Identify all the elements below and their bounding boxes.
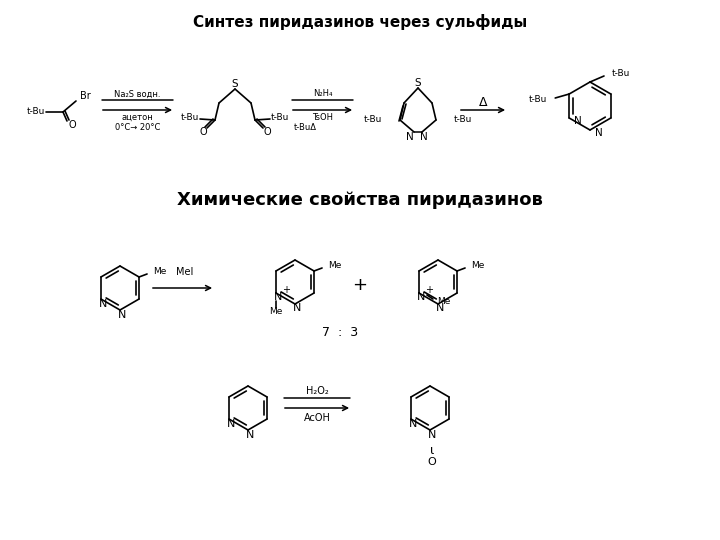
- Text: 0°C→ 20°C: 0°C→ 20°C: [114, 123, 160, 132]
- Text: Δ: Δ: [479, 96, 487, 109]
- Text: N: N: [420, 132, 428, 142]
- Text: t-BuΔ: t-BuΔ: [294, 123, 317, 132]
- Text: ацетон: ацетон: [122, 112, 153, 122]
- Text: S: S: [415, 78, 421, 88]
- Text: t-Bu: t-Bu: [454, 116, 472, 125]
- Text: Химические свойства пиридазинов: Химические свойства пиридазинов: [177, 191, 543, 209]
- Text: t-Bu: t-Bu: [27, 107, 45, 117]
- Text: S: S: [232, 79, 238, 89]
- Text: N: N: [118, 310, 126, 320]
- Text: Синтез пиридазинов через сульфиды: Синтез пиридазинов через сульфиды: [193, 14, 527, 30]
- Text: H₂O₂: H₂O₂: [305, 386, 328, 396]
- Text: Br: Br: [80, 91, 91, 101]
- Text: t-Bu: t-Bu: [181, 113, 199, 123]
- Text: Me: Me: [471, 261, 485, 271]
- Text: t-Bu: t-Bu: [364, 116, 382, 125]
- Text: AcOH: AcOH: [304, 413, 330, 423]
- Text: N₂H₄: N₂H₄: [312, 90, 332, 98]
- Text: Me: Me: [153, 267, 166, 276]
- Text: N: N: [575, 116, 582, 126]
- Text: N: N: [428, 430, 436, 440]
- Text: Me: Me: [269, 307, 283, 316]
- Text: TsOH: TsOH: [312, 112, 333, 122]
- Text: ι: ι: [430, 444, 434, 457]
- Text: t-Bu: t-Bu: [612, 70, 631, 78]
- Text: O: O: [264, 127, 271, 137]
- Text: N: N: [274, 292, 282, 302]
- Text: MeI: MeI: [176, 267, 194, 277]
- Text: t-Bu: t-Bu: [271, 113, 289, 123]
- Text: +: +: [425, 285, 433, 295]
- Text: N: N: [293, 303, 301, 313]
- Text: +: +: [353, 276, 367, 294]
- Text: O: O: [199, 127, 207, 137]
- Text: Me: Me: [328, 261, 341, 271]
- Text: +: +: [282, 285, 290, 295]
- Text: N: N: [417, 292, 425, 302]
- Text: N: N: [99, 299, 107, 309]
- Text: O: O: [428, 457, 436, 467]
- Text: O: O: [68, 120, 76, 130]
- Text: N: N: [436, 303, 444, 313]
- Text: Na₂S водн.: Na₂S водн.: [114, 90, 161, 98]
- Text: Me: Me: [437, 296, 450, 306]
- Text: 7  :  3: 7 : 3: [322, 326, 358, 339]
- Text: N: N: [595, 128, 603, 138]
- Text: N: N: [227, 419, 235, 429]
- Text: N: N: [246, 430, 254, 440]
- Text: N: N: [406, 132, 414, 142]
- Text: t-Bu: t-Bu: [529, 96, 547, 105]
- Text: N: N: [409, 419, 417, 429]
